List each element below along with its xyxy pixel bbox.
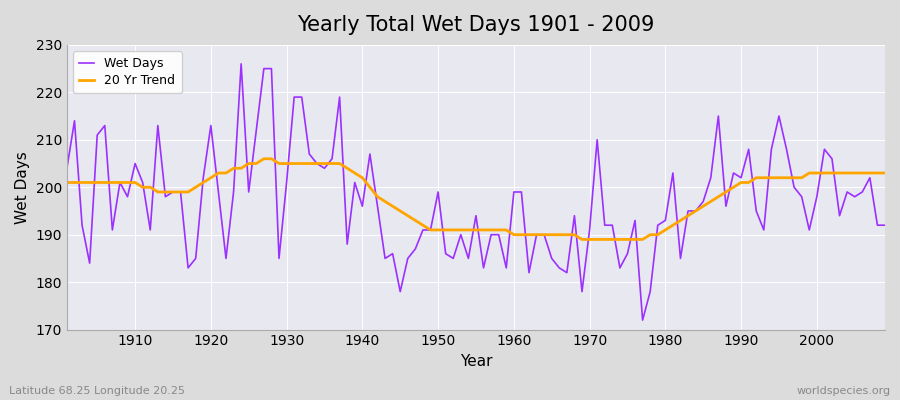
Wet Days (236, 62, 247, 66)
20 Yr Trend (508, 232, 519, 237)
Text: Latitude 68.25 Longitude 20.25: Latitude 68.25 Longitude 20.25 (9, 386, 185, 396)
20 Yr Trend (879, 171, 890, 176)
20 Yr Trend (577, 237, 588, 242)
Wet Days (61, 166, 72, 171)
20 Yr Trend (258, 156, 269, 161)
Wet Days (637, 318, 648, 322)
Wet Days (879, 223, 890, 228)
Line: 20 Yr Trend: 20 Yr Trend (67, 159, 885, 240)
Wet Days (296, 95, 307, 100)
Line: Wet Days: Wet Days (67, 64, 885, 320)
Y-axis label: Wet Days: Wet Days (15, 151, 30, 224)
Wet Days (516, 190, 526, 194)
X-axis label: Year: Year (460, 354, 492, 369)
Legend: Wet Days, 20 Yr Trend: Wet Days, 20 Yr Trend (73, 51, 182, 93)
20 Yr Trend (342, 166, 353, 171)
Text: worldspecies.org: worldspecies.org (796, 386, 891, 396)
20 Yr Trend (61, 180, 72, 185)
20 Yr Trend (122, 180, 133, 185)
20 Yr Trend (516, 232, 526, 237)
Wet Days (508, 190, 519, 194)
Wet Days (607, 223, 617, 228)
20 Yr Trend (296, 161, 307, 166)
Wet Days (122, 194, 133, 199)
Title: Yearly Total Wet Days 1901 - 2009: Yearly Total Wet Days 1901 - 2009 (297, 15, 654, 35)
20 Yr Trend (615, 237, 626, 242)
Wet Days (342, 242, 353, 246)
